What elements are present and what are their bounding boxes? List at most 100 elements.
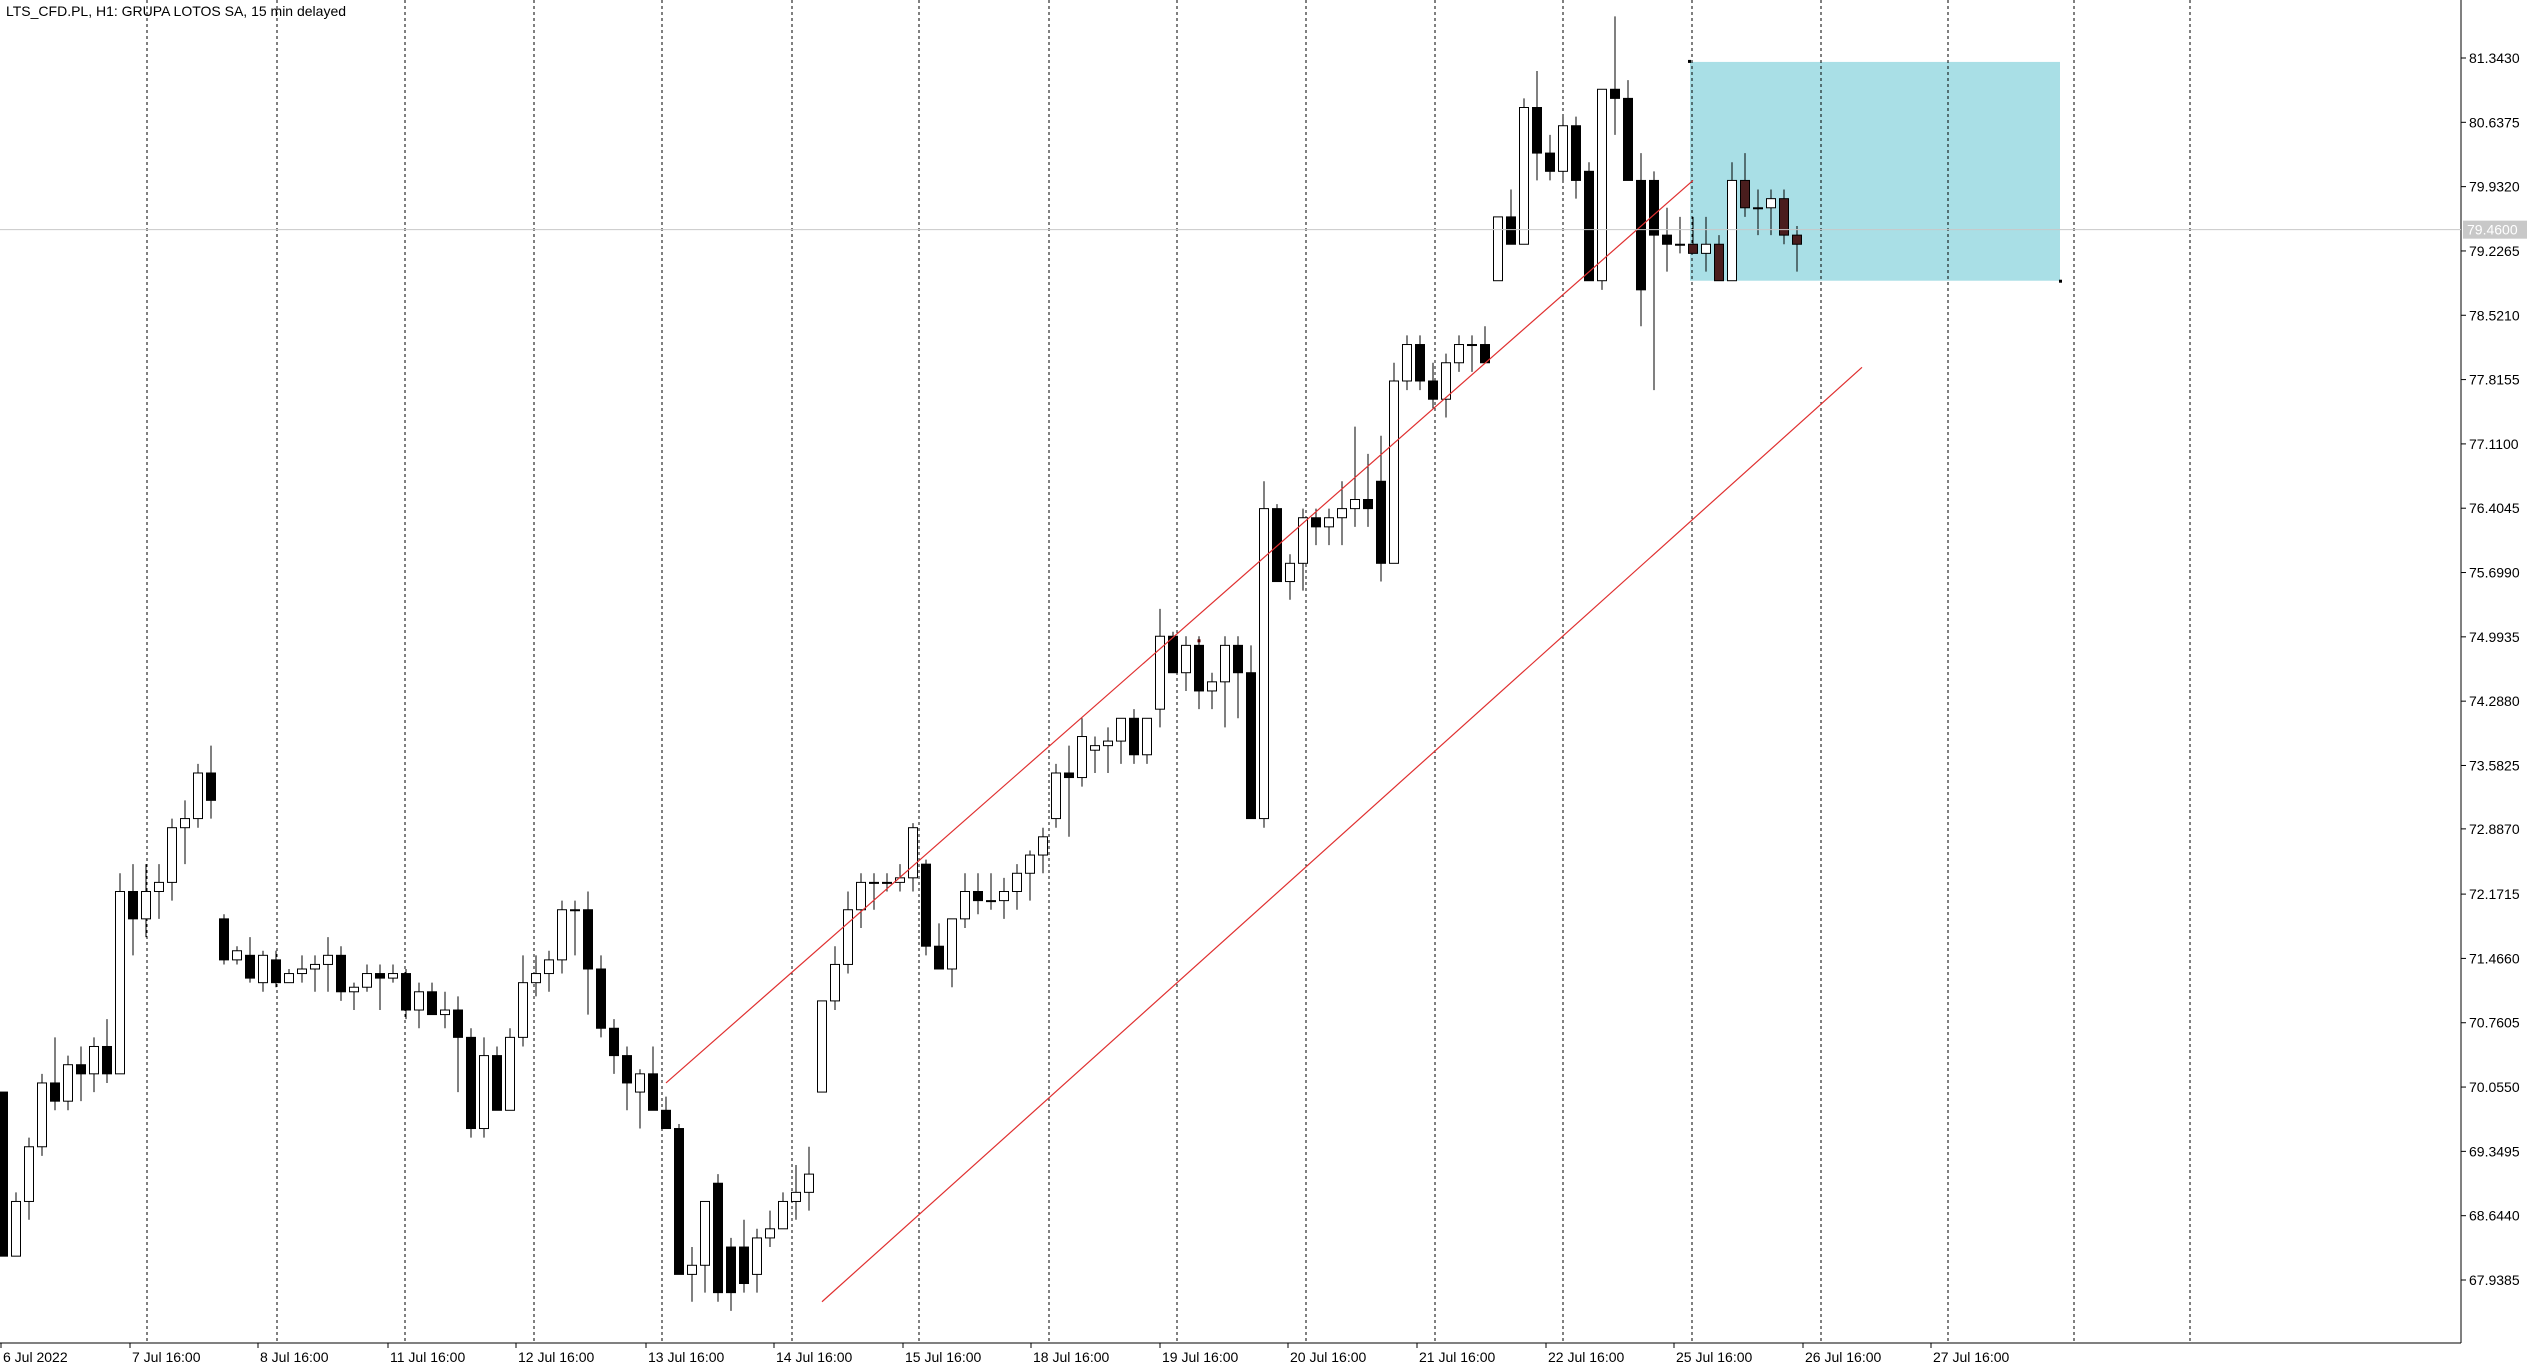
candle[interactable]	[778, 1192, 788, 1230]
candle[interactable]	[1584, 162, 1594, 282]
candle[interactable]	[427, 982, 437, 1016]
candle[interactable]	[752, 1228, 762, 1293]
candle[interactable]	[336, 946, 346, 1001]
candle[interactable]	[648, 1046, 658, 1111]
candle[interactable]	[1155, 608, 1165, 728]
candle[interactable]	[1142, 717, 1152, 764]
candle[interactable]	[375, 964, 385, 1011]
candle[interactable]	[284, 968, 294, 984]
candle[interactable]	[466, 1028, 476, 1138]
candle[interactable]	[245, 937, 255, 983]
candle[interactable]	[1701, 216, 1711, 272]
candle[interactable]	[1623, 80, 1633, 181]
candle[interactable]	[531, 955, 541, 997]
candle[interactable]	[492, 1046, 502, 1111]
candle[interactable]	[323, 937, 333, 992]
candle[interactable]	[388, 964, 398, 983]
candle[interactable]	[1051, 763, 1061, 828]
candle[interactable]	[1389, 362, 1399, 564]
candle[interactable]	[687, 1247, 697, 1302]
candle[interactable]	[1285, 554, 1295, 600]
candle[interactable]	[1311, 508, 1321, 546]
candle[interactable]	[1766, 189, 1776, 236]
candle[interactable]	[193, 763, 203, 828]
candle[interactable]	[635, 1069, 645, 1129]
candle[interactable]	[1792, 226, 1802, 272]
candle[interactable]	[1714, 235, 1724, 282]
candle[interactable]	[1740, 153, 1750, 217]
candle[interactable]	[908, 823, 918, 892]
candle[interactable]	[1649, 171, 1659, 391]
candle[interactable]	[830, 946, 840, 1011]
candle[interactable]	[1259, 481, 1269, 828]
candle[interactable]	[986, 873, 996, 910]
candle[interactable]	[804, 1146, 814, 1211]
channel-upper-line[interactable]	[665, 179, 1694, 1084]
candle[interactable]	[128, 864, 138, 956]
candle[interactable]	[960, 873, 970, 928]
candle[interactable]	[1116, 717, 1126, 764]
candle[interactable]	[1298, 508, 1308, 591]
zone-anchor-point[interactable]	[1688, 59, 1691, 63]
candle[interactable]	[557, 900, 567, 974]
candles-layer[interactable]	[0, 16, 1802, 1311]
candle[interactable]	[1779, 189, 1789, 245]
candle[interactable]	[1428, 362, 1438, 409]
candle[interactable]	[297, 955, 307, 983]
candle[interactable]	[1025, 850, 1035, 901]
candle[interactable]	[1272, 504, 1282, 583]
candle[interactable]	[1571, 116, 1581, 199]
candle[interactable]	[999, 877, 1009, 919]
candle[interactable]	[1675, 216, 1685, 254]
candle[interactable]	[973, 873, 983, 915]
candle[interactable]	[1558, 116, 1568, 181]
candle[interactable]	[1038, 827, 1048, 874]
candle[interactable]	[570, 900, 580, 956]
candle[interactable]	[1246, 645, 1256, 820]
candle[interactable]	[0, 1091, 8, 1257]
channel-layer[interactable]	[665, 179, 1863, 1303]
candle[interactable]	[479, 1037, 489, 1138]
candle[interactable]	[102, 1019, 112, 1083]
candle[interactable]	[1597, 88, 1607, 290]
candle[interactable]	[1324, 508, 1334, 546]
rectangle-zone[interactable]	[1690, 61, 2060, 281]
candle[interactable]	[362, 964, 372, 992]
candle[interactable]	[726, 1237, 736, 1311]
candle[interactable]	[947, 918, 957, 988]
candle[interactable]	[1233, 636, 1243, 719]
candle[interactable]	[1636, 153, 1646, 327]
candle[interactable]	[622, 1046, 632, 1111]
candle[interactable]	[37, 1073, 47, 1156]
candle[interactable]	[154, 864, 164, 919]
candle[interactable]	[596, 955, 606, 1038]
candle[interactable]	[219, 914, 229, 965]
candle[interactable]	[349, 982, 359, 1011]
candle[interactable]	[739, 1219, 749, 1293]
candle[interactable]	[50, 1037, 60, 1111]
candle[interactable]	[167, 818, 177, 901]
candle[interactable]	[115, 873, 125, 1075]
candle[interactable]	[609, 1019, 619, 1074]
candle[interactable]	[1103, 727, 1113, 773]
candle[interactable]	[1727, 162, 1737, 282]
candle[interactable]	[1129, 709, 1139, 764]
candle[interactable]	[1181, 636, 1191, 691]
candle[interactable]	[674, 1123, 684, 1275]
candle[interactable]	[661, 1096, 671, 1130]
candle[interactable]	[1376, 435, 1386, 582]
candle[interactable]	[700, 1200, 710, 1293]
candle[interactable]	[1077, 718, 1087, 787]
candle[interactable]	[453, 996, 463, 1093]
candle[interactable]	[1207, 672, 1217, 710]
candle[interactable]	[1337, 481, 1347, 546]
candle[interactable]	[583, 891, 593, 1015]
candle[interactable]	[24, 1137, 34, 1220]
candle[interactable]	[1402, 335, 1412, 391]
time-axis[interactable]: 6 Jul 2022 7 Jul 16:00 8 Jul 16:00 11 Jul 1…	[0, 1343, 2009, 1365]
candle[interactable]	[89, 1037, 99, 1093]
candle[interactable]	[505, 1028, 515, 1111]
candle[interactable]	[1415, 335, 1425, 391]
